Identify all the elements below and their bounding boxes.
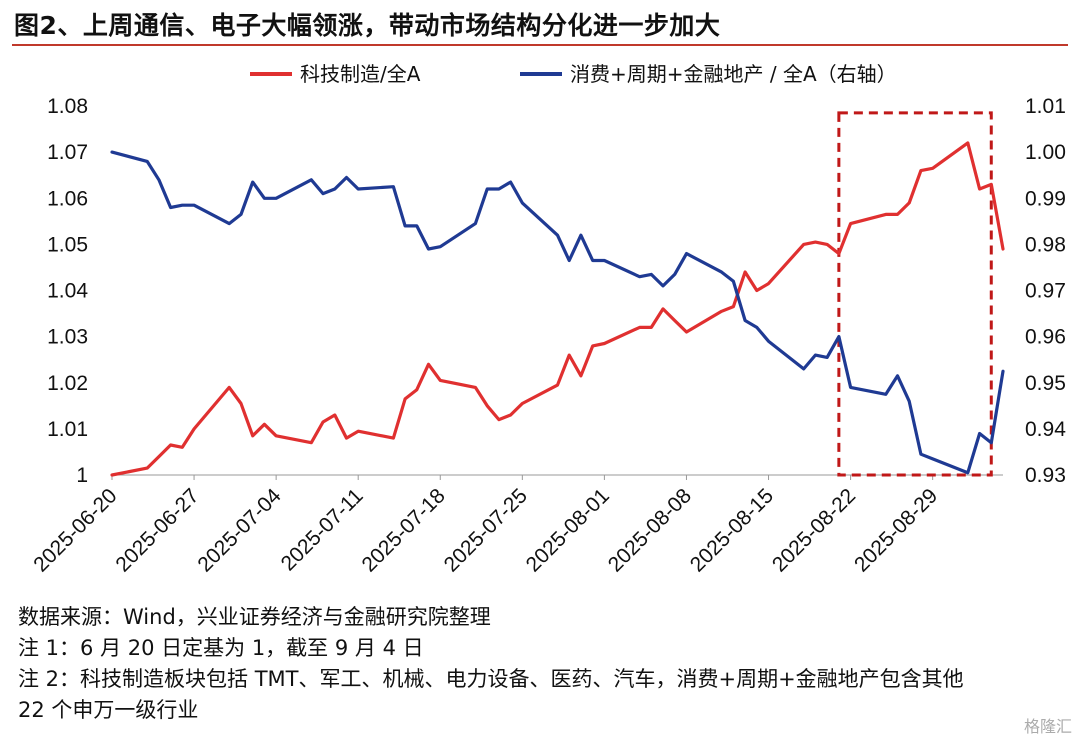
y-left-tick-label: 1.04 [47, 280, 88, 303]
chart: 科技制造/全A 消费+周期+金融地产 / 全A（右轴） 1 1.01 1.02 1.0… [29, 62, 1066, 576]
y-right-tick-label: 0.93 [1025, 464, 1066, 487]
legend-label-consumer: 消费+周期+金融地产 / 全A（右轴） [570, 62, 897, 86]
y-right-tick-label: 0.99 [1025, 187, 1066, 210]
y-left-tick-label: 1 [76, 464, 88, 487]
x-tick-label: 2025-08-29 [850, 484, 942, 576]
highlight-box [837, 111, 993, 477]
x-tick-label: 2025-07-11 [277, 484, 368, 575]
y-right-tick-label: 0.97 [1025, 280, 1066, 303]
x-tick-label: 2025-08-01 [522, 484, 614, 576]
y-left-tick-label: 1.01 [47, 418, 88, 441]
y-right-tick-label: 0.95 [1025, 372, 1066, 395]
x-tick-label: 2025-08-22 [768, 484, 860, 576]
x-tick-label: 2025-08-08 [604, 484, 696, 576]
note-1: 注 1：6 月 20 日定基为 1，截至 9 月 4 日 [18, 636, 424, 660]
y-left-tick-label: 1.05 [47, 233, 88, 256]
x-tick-label: 2025-06-27 [111, 484, 203, 576]
legend: 科技制造/全A 消费+周期+金融地产 / 全A（右轴） [250, 62, 897, 86]
legend-label-tech: 科技制造/全A [300, 62, 421, 86]
y-left-tick-label: 1.03 [47, 326, 88, 349]
x-tick-label: 2025-07-04 [193, 484, 285, 576]
series-layer [110, 141, 1005, 477]
x-tick-label: 2025-06-20 [29, 484, 121, 576]
notes: 数据来源：Wind，兴业证券经济与金融研究院整理 注 1：6 月 20 日定基为… [18, 602, 964, 726]
axes: 1 1.01 1.02 1.03 1.04 1.05 1.06 1.07 1.08 0.93 0.9… [29, 95, 1066, 576]
y-right-tick-label: 0.98 [1025, 233, 1066, 256]
highlight-box-layer [837, 111, 993, 477]
y-right-tick-label: 0.96 [1025, 326, 1066, 349]
series-line-tech [110, 141, 1005, 477]
note-source: 数据来源：Wind，兴业证券经济与金融研究院整理 [18, 605, 491, 629]
corner-logo: 格隆汇 [1023, 717, 1072, 736]
y-left-tick-label: 1.06 [47, 187, 88, 210]
chart-title: 图2、上周通信、电子大幅领涨，带动市场结构分化进一步加大 [14, 11, 721, 40]
x-tick-label: 2025-07-25 [440, 484, 532, 576]
y-left-tick-label: 1.08 [47, 95, 88, 118]
y-right-tick-label: 1.00 [1025, 141, 1066, 164]
title-rule [12, 44, 1068, 46]
x-tick-label: 2025-08-15 [686, 484, 778, 576]
note-2: 注 2：科技制造板块包括 TMT、军工、机械、电力设备、医药、汽车，消费+周期+… [18, 667, 964, 691]
y-right-tick-label: 0.94 [1025, 418, 1066, 441]
y-left-tick-label: 1.02 [47, 372, 88, 395]
y-right-tick-label: 1.01 [1025, 95, 1066, 118]
series-line-consumer [110, 150, 1005, 475]
note-2-cont: 22 个申万一级行业 [18, 698, 199, 722]
y-left-tick-label: 1.07 [47, 141, 88, 164]
x-tick-label: 2025-07-18 [358, 484, 450, 576]
